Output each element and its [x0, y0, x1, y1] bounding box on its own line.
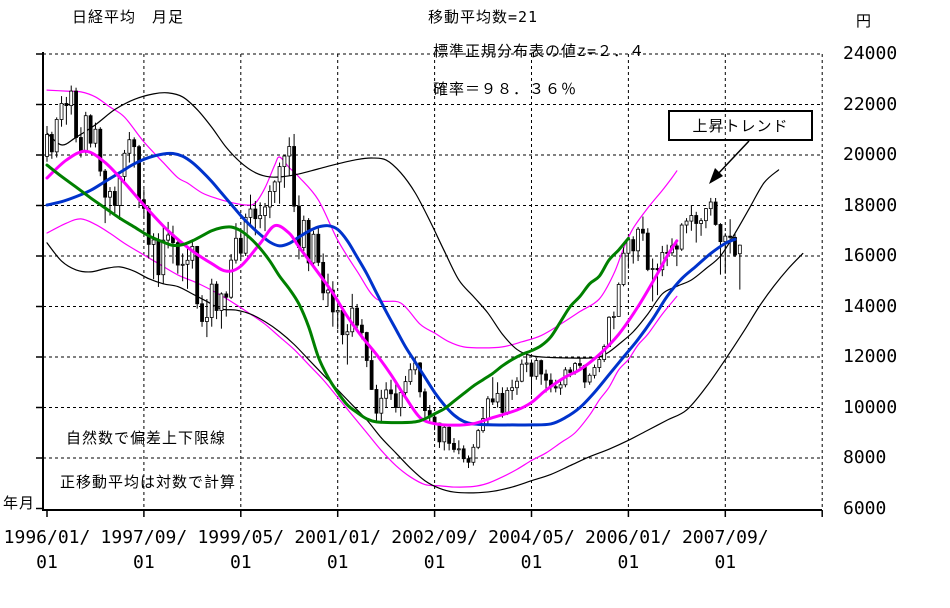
x-axis-label: 1997/09/ — [100, 527, 188, 548]
x-axis-label-day: 01 — [36, 552, 58, 573]
x-axis-label-day: 01 — [423, 552, 446, 573]
z-value-label: 標準正規分布表の値z=２．４ — [433, 42, 646, 60]
band-lower-outer-line — [46, 242, 804, 494]
y-axis-label: 14000 — [843, 295, 898, 317]
y-axis-unit: 円 — [856, 12, 873, 30]
axes-layer — [36, 52, 823, 517]
y-axis-label: 22000 — [843, 93, 898, 115]
ma-21-shifted-back-line — [45, 163, 630, 425]
y-axis-label: 24000 — [843, 43, 898, 64]
y-axis-label: 10000 — [843, 396, 898, 418]
y-axis-label: 18000 — [843, 194, 898, 216]
x-axis-label: 1999/05/ — [197, 527, 285, 548]
y-axis-label: 12000 — [843, 346, 898, 367]
band-upper-inner-line — [46, 89, 678, 349]
note-log-average: 正移動平均は対数で計算 — [60, 473, 237, 491]
x-axis-label-day: 01 — [326, 552, 349, 573]
ma-21-centered-line — [45, 149, 679, 427]
ma-count-label: 移動平均数=21 — [428, 8, 539, 26]
trend-arrow — [709, 140, 750, 184]
x-axis-unit: 年月 — [3, 494, 36, 512]
x-axis-label-day: 01 — [229, 552, 252, 573]
y-axis-label: 16000 — [843, 245, 898, 266]
x-axis-label-day: 01 — [520, 552, 543, 573]
y-axis-label: 6000 — [843, 497, 887, 519]
chart-title: 日経平均 月足 — [72, 8, 185, 26]
candles-layer — [45, 85, 742, 469]
note-deviation-lines: 自然数で偏差上下限線 — [66, 429, 227, 447]
y-axis-label: 20000 — [843, 144, 898, 165]
probability-label: 確率＝９８．３６％ — [433, 80, 578, 98]
x-axis-label-day: 01 — [617, 552, 640, 573]
band-upper-outer-line — [46, 92, 780, 359]
x-axis-label: 2004/05/ — [488, 527, 575, 548]
ma-21-normal-line — [45, 151, 737, 427]
y-axis-label: 8000 — [843, 447, 887, 468]
deviation-bands-layer — [46, 89, 804, 494]
uptrend-annotation: 上昇トレンド — [668, 110, 813, 141]
grid-layer — [43, 53, 823, 510]
x-axis-label-day: 01 — [133, 552, 155, 573]
x-axis-label: 2001/01/ — [294, 527, 382, 548]
x-axis-label: 2007/09/ — [681, 527, 769, 548]
x-axis-label-day: 01 — [714, 552, 737, 573]
moving-averages-layer — [45, 149, 737, 427]
x-axis-label: 2002/09/ — [391, 527, 478, 548]
x-axis-label: 1996/01/ — [3, 527, 91, 548]
x-axis-label: 2006/01/ — [585, 527, 672, 548]
